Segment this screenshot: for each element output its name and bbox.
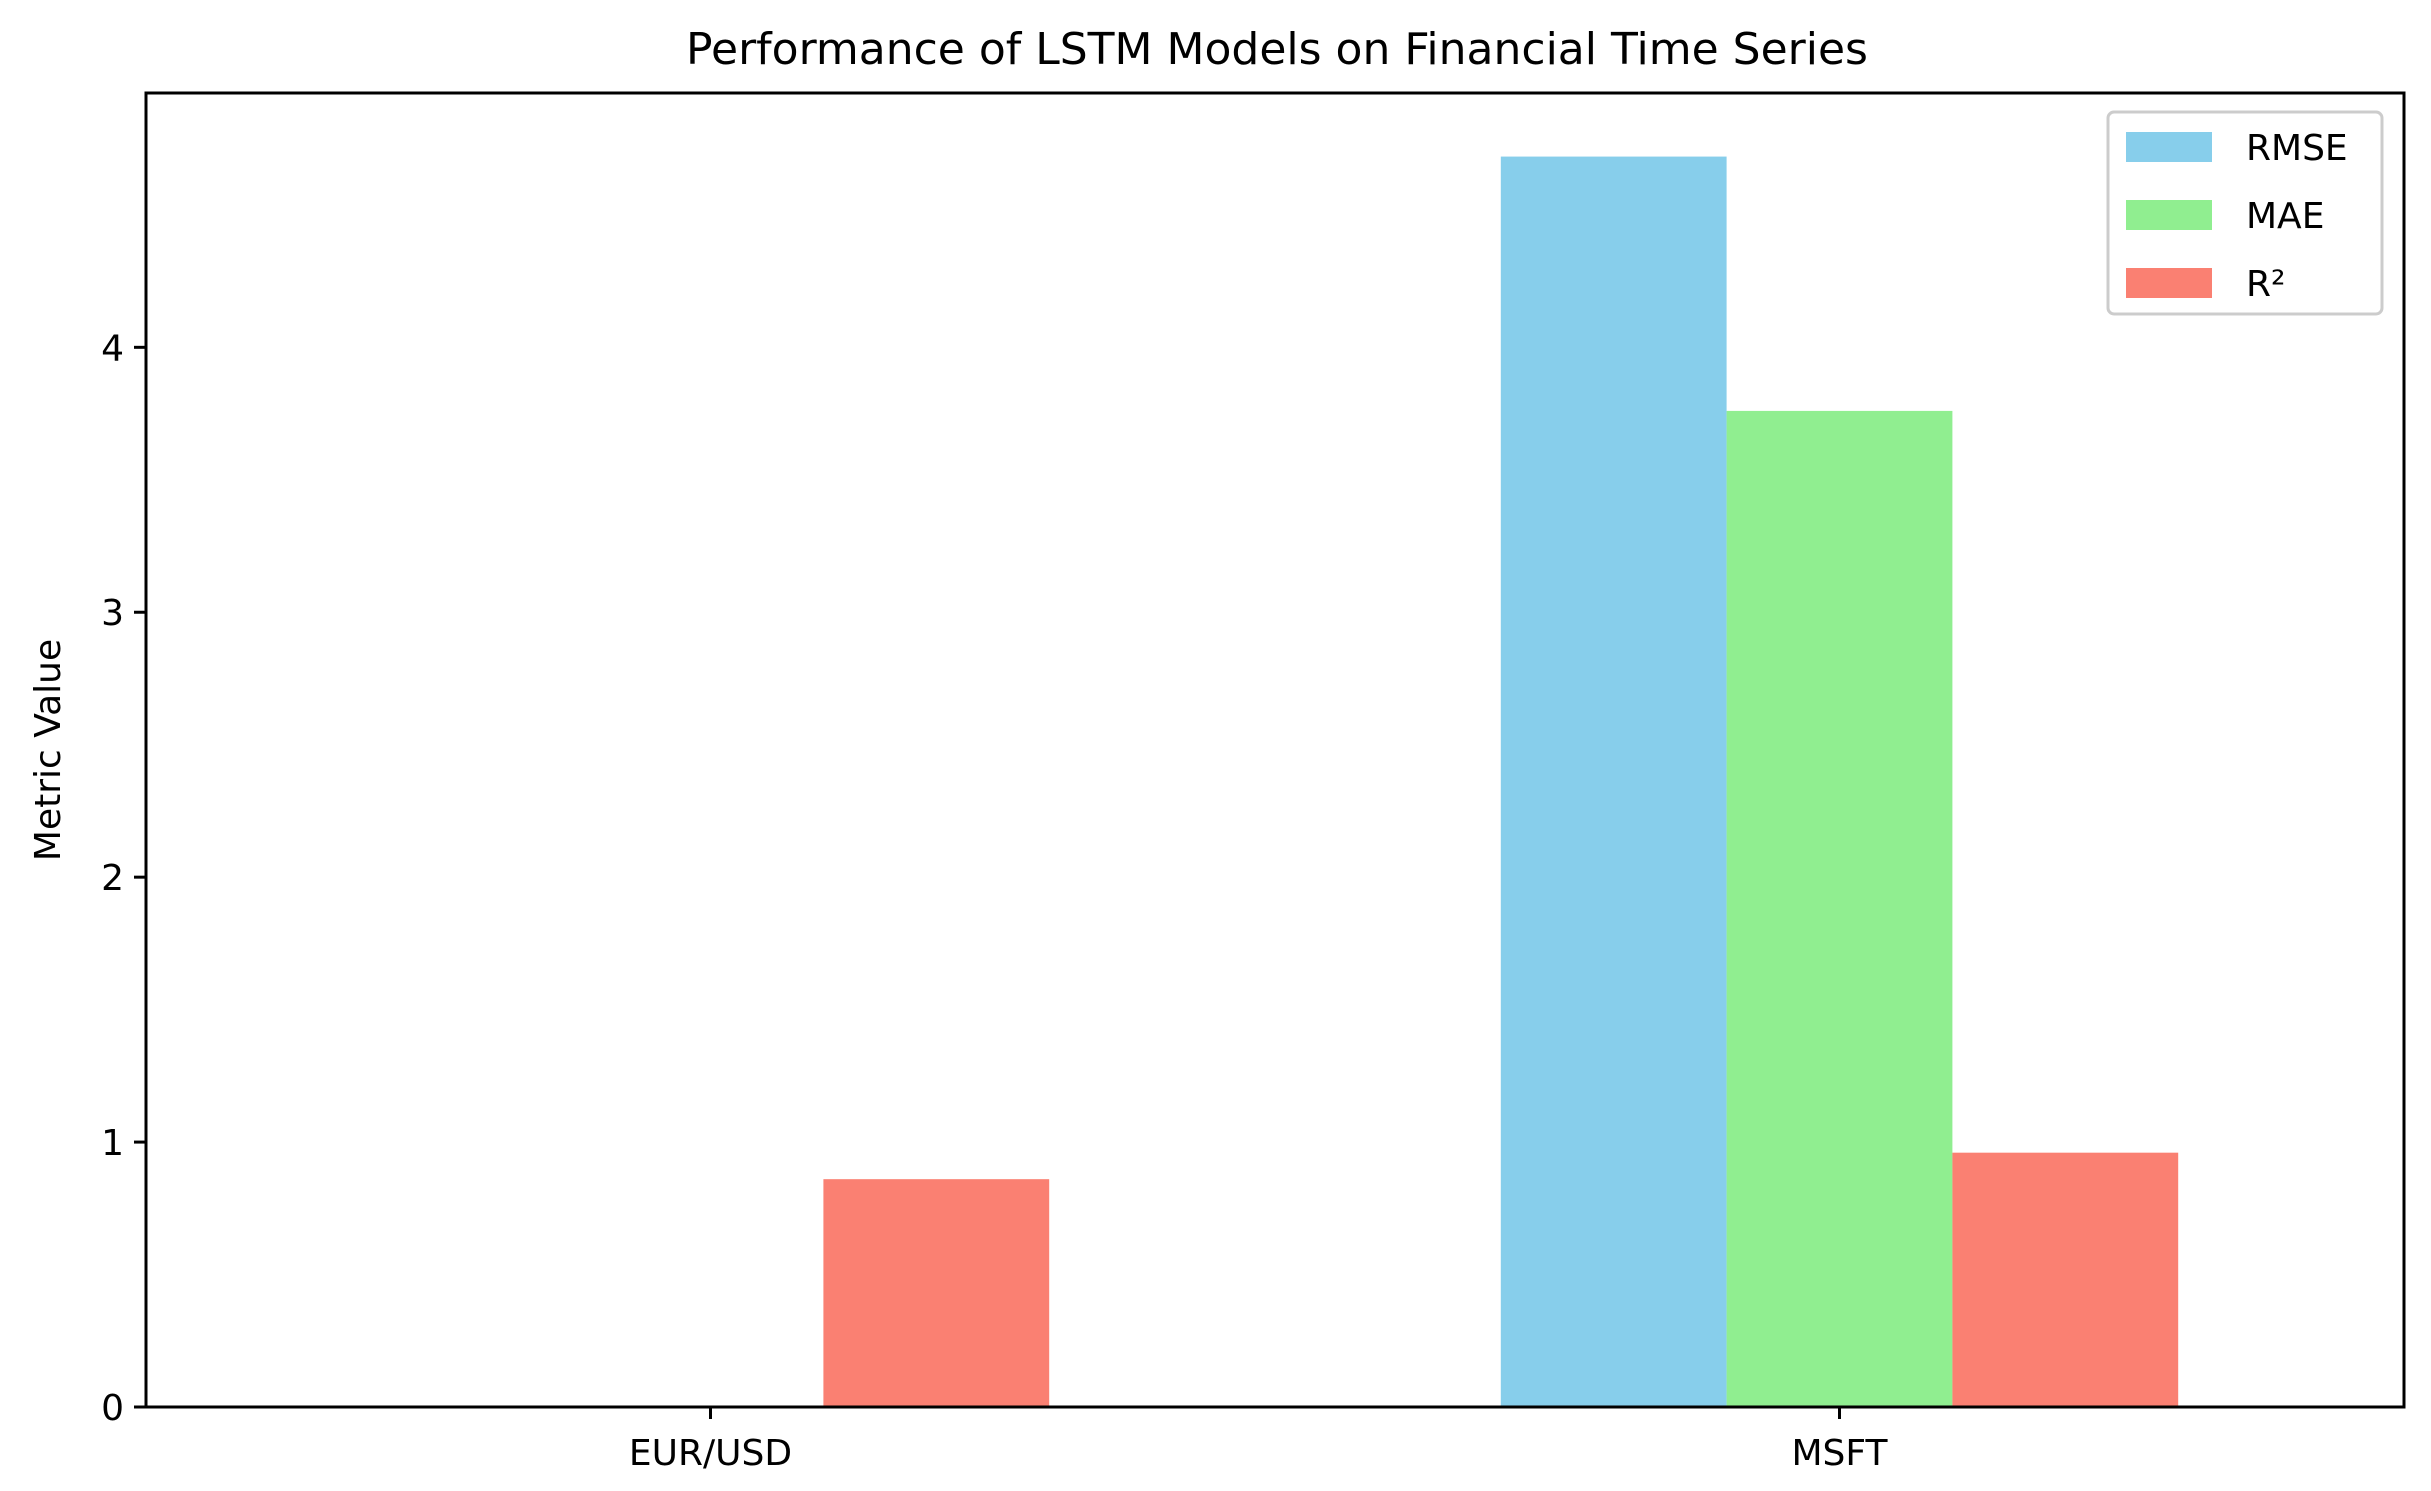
- y-axis-label: Metric Value: [28, 639, 69, 861]
- x-tick-label: EUR/USD: [629, 1433, 792, 1474]
- legend-swatch: [2126, 268, 2212, 298]
- y-tick-label: 3: [101, 593, 124, 634]
- legend-swatch: [2126, 132, 2212, 162]
- legend: RMSE MAE R²: [2106, 110, 2384, 316]
- legend-swatch: [2126, 200, 2212, 230]
- y-axis: 0 1 2 3 4: [101, 328, 146, 1429]
- x-tick-label: MSFT: [1792, 1433, 1889, 1474]
- bars-layer: [371, 156, 2179, 1408]
- y-tick-label: 4: [101, 328, 124, 369]
- bar-rmse-msft: [1500, 156, 1727, 1407]
- legend-label: MAE: [2246, 196, 2324, 237]
- x-axis: EUR/USD MSFT: [629, 1407, 1889, 1474]
- legend-frame: [2106, 110, 2384, 316]
- bar-r-eurusd: [823, 1179, 1050, 1407]
- y-tick-label: 1: [101, 1123, 124, 1164]
- y-tick-label: 0: [101, 1388, 124, 1429]
- y-tick-label: 2: [101, 858, 124, 899]
- legend-label: RMSE: [2246, 128, 2348, 169]
- legend-label: R²: [2246, 264, 2285, 305]
- chart-title: Performance of LSTM Models on Financial …: [686, 24, 1868, 75]
- bar-r-msft: [1952, 1152, 2179, 1407]
- bar-mae-msft: [1726, 410, 1953, 1408]
- plot-frame: [144, 91, 2406, 1409]
